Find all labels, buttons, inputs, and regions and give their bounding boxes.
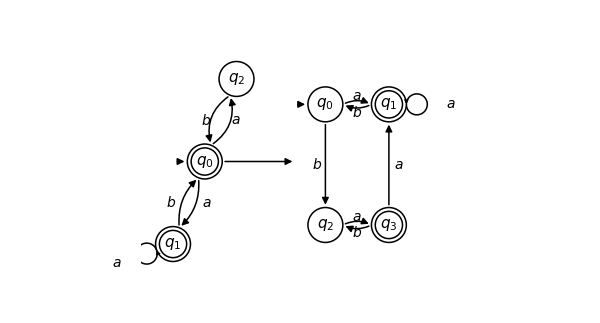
Text: $a$: $a$: [202, 196, 211, 210]
Text: $a$: $a$: [231, 113, 241, 127]
Text: $b$: $b$: [352, 105, 362, 120]
Text: $a$: $a$: [352, 89, 362, 103]
Circle shape: [308, 87, 343, 122]
Text: $b$: $b$: [313, 157, 323, 172]
Text: $q_3$: $q_3$: [380, 217, 398, 233]
Text: $a$: $a$: [352, 210, 362, 224]
Text: $q_1$: $q_1$: [164, 236, 182, 252]
Text: $q_0$: $q_0$: [316, 96, 334, 112]
Circle shape: [155, 226, 190, 262]
Text: $q_1$: $q_1$: [380, 96, 398, 112]
Text: $q_2$: $q_2$: [228, 71, 245, 87]
Text: $b$: $b$: [201, 113, 211, 128]
Text: $a$: $a$: [394, 158, 403, 172]
Text: $a$: $a$: [446, 97, 456, 111]
Text: $a$: $a$: [112, 256, 122, 270]
Circle shape: [219, 61, 254, 97]
Circle shape: [308, 208, 343, 243]
Text: $b$: $b$: [166, 195, 176, 210]
Text: $b$: $b$: [352, 225, 362, 240]
Text: $q_0$: $q_0$: [196, 153, 214, 170]
Circle shape: [187, 144, 222, 179]
Circle shape: [371, 208, 406, 243]
Text: $q_2$: $q_2$: [317, 217, 334, 233]
Circle shape: [371, 87, 406, 122]
